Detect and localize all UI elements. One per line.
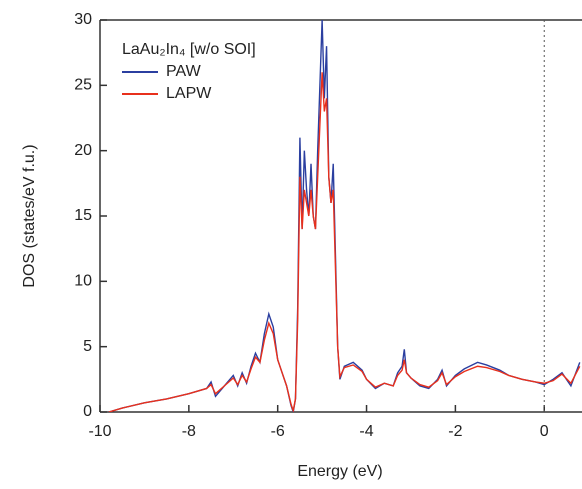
x-tick-label: 0 bbox=[540, 423, 549, 440]
y-axis-label: DOS (states/eV f.u.) bbox=[21, 144, 38, 287]
legend-label: PAW bbox=[166, 63, 202, 80]
x-tick-label: -8 bbox=[182, 423, 196, 440]
x-tick-label: -10 bbox=[88, 423, 111, 440]
legend-label: LAPW bbox=[166, 85, 212, 102]
y-tick-label: 0 bbox=[83, 403, 92, 420]
y-tick-label: 20 bbox=[74, 142, 92, 159]
x-tick-label: -6 bbox=[271, 423, 285, 440]
y-tick-label: 5 bbox=[83, 338, 92, 355]
x-tick-label: -4 bbox=[359, 423, 373, 440]
y-tick-label: 30 bbox=[74, 11, 92, 28]
legend-title: LaAu₂In₄ [w/o SOI] bbox=[122, 41, 256, 58]
y-tick-label: 25 bbox=[74, 77, 92, 94]
plot-area bbox=[108, 20, 581, 412]
y-tick-label: 15 bbox=[74, 207, 92, 224]
x-axis-label: Energy (eV) bbox=[297, 463, 382, 480]
series-line bbox=[108, 72, 581, 412]
y-tick-label: 10 bbox=[74, 273, 92, 290]
x-tick-label: -2 bbox=[448, 423, 462, 440]
